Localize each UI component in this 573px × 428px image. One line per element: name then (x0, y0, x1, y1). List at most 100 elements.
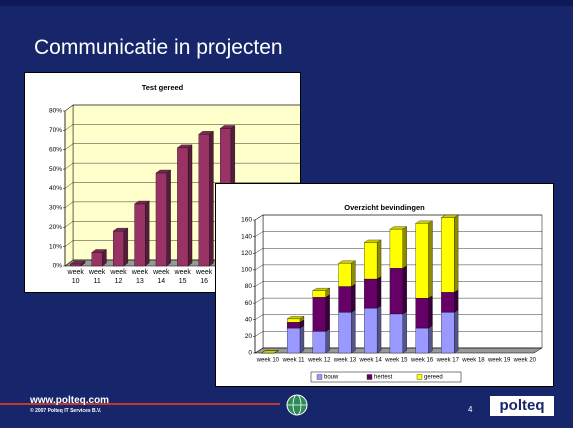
bar-side (299, 325, 305, 354)
bar (312, 290, 326, 298)
bar (91, 252, 103, 267)
x-tick-label: week 12 (307, 358, 331, 364)
bar-side (351, 283, 356, 313)
bar-side (454, 289, 459, 313)
y-tick-label: 100 (241, 267, 252, 274)
copyright: © 2007 Polteq IT Services B.V. (30, 408, 102, 414)
y-tick-label: 50% (49, 166, 62, 173)
bar-side (187, 144, 193, 267)
y-tick-label: 20% (49, 224, 62, 231)
bar-side (209, 130, 214, 267)
bar (286, 318, 301, 323)
bar-side (454, 214, 459, 293)
bar (338, 286, 352, 313)
footer-line (0, 403, 280, 405)
y-tick-label: 20 (245, 333, 253, 340)
y-tick-label: 40% (49, 185, 62, 192)
bar-side (325, 294, 330, 332)
bar (338, 263, 352, 287)
bar-side (402, 226, 407, 269)
bar-side (402, 265, 407, 315)
bar (177, 147, 189, 267)
x-tick-label: week 17 (436, 358, 460, 364)
bar-side (402, 311, 407, 354)
bar (286, 327, 301, 354)
x-tick-label: week 20 (513, 358, 537, 364)
bar-side (454, 309, 459, 354)
chart: Overzicht bevindingen 0 20 40 60 80 100 120 140 1… (241, 203, 543, 383)
y-tick-label: 80 (245, 283, 253, 290)
x-tick-label: week 14 (358, 358, 382, 364)
chart-title: Overzicht bevindingen (344, 203, 425, 212)
legend-label: hertest (374, 375, 393, 381)
bar-side (376, 239, 382, 280)
bar-side (376, 305, 382, 354)
bar (134, 203, 146, 267)
x-tick-label: week 11 (88, 269, 106, 285)
x-tick-label: week 15 (384, 358, 408, 364)
bar (389, 228, 403, 269)
bar-side (351, 260, 356, 287)
legend-swatch (366, 374, 373, 380)
bar (312, 331, 326, 354)
y-tick-label: 30% (49, 205, 62, 212)
x-tick-label: week 19 (487, 358, 511, 364)
bar (441, 292, 455, 313)
legend-label: bouw (324, 375, 339, 381)
bar-side (145, 200, 150, 267)
page-number: 4 (468, 405, 473, 414)
x-tick-label: week 15 (174, 269, 191, 285)
y-tick-label: 60% (49, 146, 62, 153)
grid-line (64, 104, 303, 112)
bar (312, 297, 326, 332)
bar-side (376, 276, 382, 309)
globe-icon (286, 394, 308, 416)
y-tick-label: 10% (49, 243, 62, 250)
chart-box: Overzicht bevindingen 0 20 40 60 80 100 120 140 1… (215, 183, 554, 387)
bar (441, 312, 455, 354)
y-tick-label: 60 (245, 300, 253, 307)
bar (441, 217, 455, 293)
chart-title: Test gereed (142, 83, 184, 92)
slide-title: Communicatie in projecten (34, 36, 283, 59)
logo: polteq (490, 396, 554, 416)
y-tick-label: 120 (241, 250, 252, 257)
bar (338, 312, 352, 354)
x-tick-label: week 18 (461, 358, 485, 364)
x-tick-label: week 16 (195, 269, 213, 285)
bar (389, 268, 403, 315)
y-tick-label: 70% (49, 127, 62, 134)
bar-side (428, 295, 433, 329)
bar-side (351, 309, 356, 354)
x-tick-label: week 11 (282, 358, 306, 364)
bar-side (166, 169, 171, 267)
x-tick-label: week 10 (67, 269, 84, 285)
bar-side (325, 328, 330, 354)
website: www.polteq.com (30, 395, 110, 406)
x-tick-label: week 13 (131, 269, 149, 285)
bar-side (428, 325, 433, 354)
bar (198, 134, 210, 267)
bar (415, 223, 429, 299)
bar-top (260, 350, 279, 354)
y-tick-label: 0% (53, 263, 63, 270)
bar (364, 307, 378, 354)
bar-side (428, 220, 433, 299)
bar (113, 230, 125, 267)
x-tick-label: week 16 (410, 358, 434, 364)
bar (155, 172, 167, 267)
x-tick-label: week 13 (333, 358, 357, 364)
x-tick-label: week 14 (153, 269, 170, 285)
legend-box (310, 371, 462, 383)
bar (389, 313, 403, 354)
grid-line (64, 124, 303, 131)
y-tick-label: 0 (248, 350, 252, 357)
legend-swatch (316, 374, 323, 380)
legend-swatch (416, 374, 423, 380)
top-band (0, 0, 573, 6)
bar (364, 278, 378, 309)
bar (286, 322, 301, 329)
bar (70, 263, 82, 267)
bar (364, 242, 378, 280)
